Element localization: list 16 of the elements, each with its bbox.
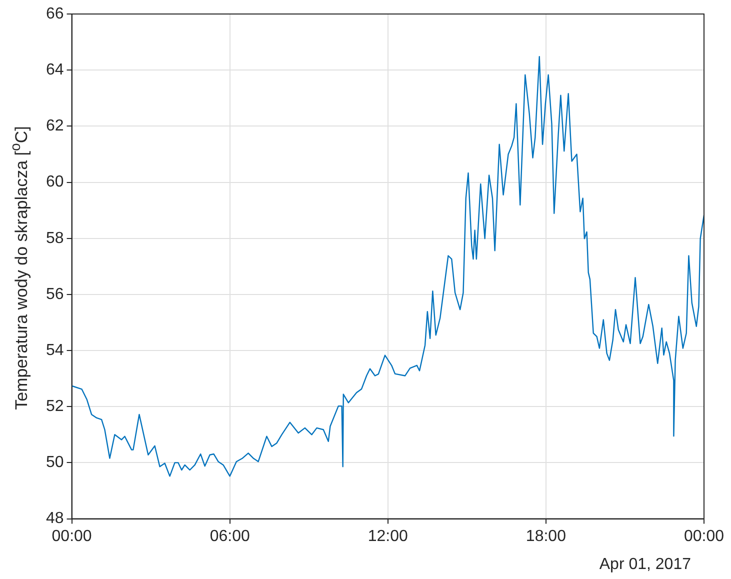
y-tick-label: 54	[46, 342, 64, 359]
y-tick-label: 50	[46, 454, 64, 472]
x-tick-label: 06:00	[210, 528, 250, 545]
y-tick-label: 58	[46, 230, 64, 247]
x-tick-label: 00:00	[684, 528, 724, 545]
x-tick-label: 18:00	[526, 528, 566, 545]
y-tick-label: 64	[46, 61, 64, 78]
y-tick-label: 66	[46, 5, 64, 22]
text: Apr 01, 2017	[599, 556, 691, 574]
x-tick-label: 12:00	[368, 528, 408, 545]
y-tick-label: 48	[46, 510, 64, 528]
y-tick-label: 62	[46, 118, 64, 135]
x-tick-label: 00:00	[52, 528, 92, 545]
y-tick-label: 60	[46, 174, 64, 191]
y-tick-label: 56	[46, 286, 64, 303]
y-tick-label: 52	[46, 398, 64, 416]
